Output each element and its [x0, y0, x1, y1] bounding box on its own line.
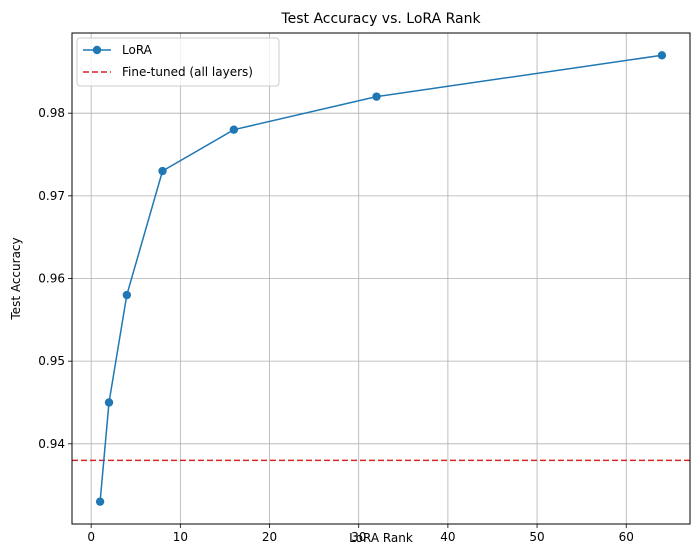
- legend-label-lora: LoRA: [122, 43, 153, 57]
- x-tick-label: 10: [173, 530, 188, 544]
- grid: [72, 33, 690, 524]
- y-tick-label: 0.94: [38, 437, 65, 451]
- data-point: [104, 398, 114, 407]
- chart-title: Test Accuracy vs. LoRA Rank: [280, 11, 481, 27]
- x-tick-label: 30: [351, 530, 366, 544]
- x-tick-label: 0: [87, 530, 95, 544]
- legend: LoRA Fine-tuned (all layers): [76, 37, 280, 87]
- y-axis-label: Test Accuracy: [9, 237, 23, 320]
- y-tick-label: 0.97: [38, 189, 65, 203]
- data-point: [122, 290, 132, 300]
- y-tick-label: 0.95: [38, 354, 65, 368]
- legend-label-fine-tuned: Fine-tuned (all layers): [122, 65, 253, 79]
- data-point: [95, 497, 105, 506]
- legend-marker-lora-point: [92, 45, 102, 55]
- legend-box: [76, 37, 280, 87]
- x-tick-label: 40: [440, 530, 455, 544]
- data-point: [372, 92, 381, 101]
- data-point: [158, 166, 167, 176]
- series-layer: [95, 51, 667, 506]
- x-tick-label: 20: [262, 530, 277, 544]
- x-tick-label: 60: [619, 530, 634, 544]
- data-point: [229, 125, 239, 134]
- x-axis-label: LoRA Rank: [349, 531, 413, 545]
- y-tick-label: 0.96: [38, 272, 65, 286]
- y-tick-label: 0.98: [38, 106, 65, 120]
- data-point: [657, 51, 667, 60]
- ticks: 0 10 20 30 40 50 60 0.94 0.95 0.96 0.97 0.98: [38, 106, 634, 544]
- x-tick-label: 50: [529, 530, 544, 544]
